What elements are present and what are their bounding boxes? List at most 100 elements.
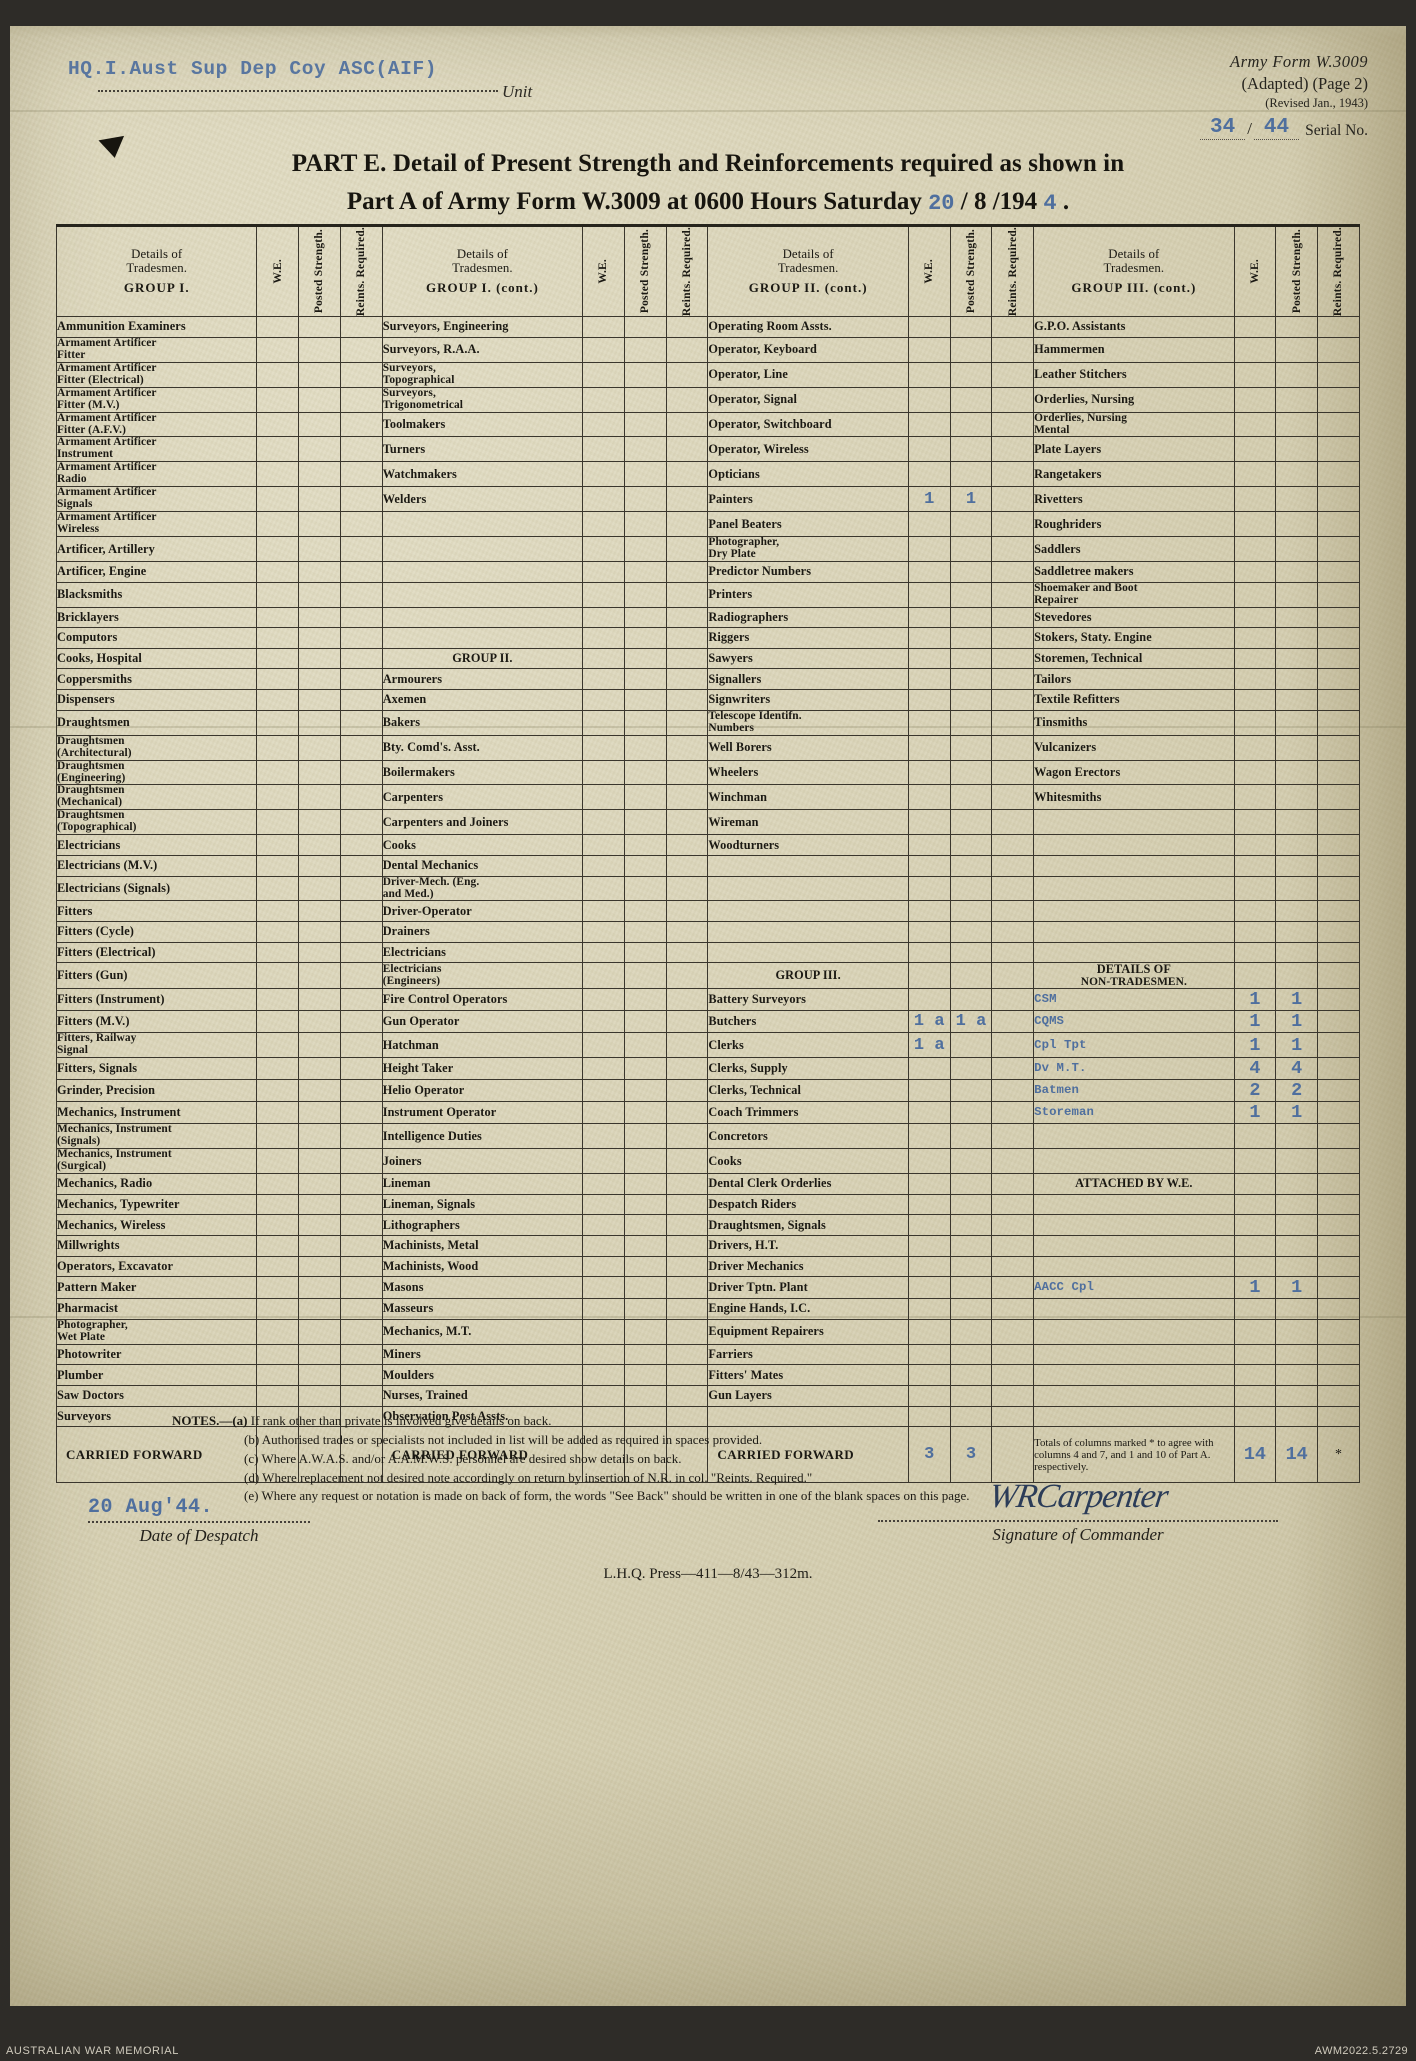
cell-we[interactable] bbox=[1233, 809, 1277, 836]
cell-reints[interactable] bbox=[991, 759, 1035, 786]
cell-we[interactable] bbox=[582, 1364, 625, 1386]
cell-reints[interactable] bbox=[991, 627, 1035, 649]
cell-posted[interactable] bbox=[949, 668, 993, 691]
cell-posted[interactable] bbox=[623, 1079, 667, 1103]
cf-reints-1[interactable] bbox=[339, 1426, 383, 1484]
cell-reints[interactable] bbox=[665, 1032, 709, 1059]
cell-reints[interactable] bbox=[1317, 361, 1360, 388]
cell-we[interactable] bbox=[1233, 1173, 1277, 1195]
cell-posted[interactable] bbox=[298, 1255, 341, 1278]
cell-we[interactable] bbox=[582, 759, 625, 786]
cell-reints[interactable] bbox=[991, 988, 1035, 1012]
cell-posted[interactable] bbox=[298, 1298, 341, 1320]
cell-posted[interactable] bbox=[1275, 536, 1319, 563]
cell-posted[interactable] bbox=[298, 361, 341, 388]
cell-reints[interactable] bbox=[1317, 1214, 1360, 1237]
cell-posted[interactable]: 1 bbox=[1275, 1032, 1319, 1059]
cell-posted[interactable] bbox=[1275, 647, 1319, 670]
cell-reints[interactable] bbox=[339, 581, 383, 608]
cell-posted[interactable] bbox=[1275, 1193, 1319, 1216]
cell-reints[interactable] bbox=[339, 1010, 383, 1034]
cell-posted[interactable] bbox=[623, 486, 667, 513]
cell-we[interactable] bbox=[1233, 606, 1277, 629]
cell-posted[interactable] bbox=[298, 834, 341, 856]
cell-reints[interactable] bbox=[1317, 709, 1360, 736]
cell-reints[interactable] bbox=[991, 1255, 1035, 1278]
cell-posted[interactable] bbox=[298, 411, 341, 438]
cell-reints[interactable] bbox=[1317, 1010, 1360, 1034]
cell-posted[interactable] bbox=[623, 1255, 667, 1278]
cell-posted[interactable] bbox=[623, 581, 667, 608]
cell-reints[interactable] bbox=[339, 1384, 383, 1407]
cell-posted[interactable] bbox=[623, 361, 667, 388]
cell-posted[interactable] bbox=[949, 1193, 993, 1216]
cell-posted[interactable] bbox=[298, 1010, 341, 1034]
cell-posted[interactable] bbox=[1275, 875, 1319, 902]
cell-we[interactable] bbox=[1233, 689, 1277, 711]
cell-reints[interactable] bbox=[665, 511, 709, 538]
cell-reints[interactable] bbox=[339, 988, 383, 1012]
cell-posted[interactable] bbox=[1275, 1235, 1319, 1257]
cell-we[interactable] bbox=[907, 461, 951, 488]
cell-posted[interactable] bbox=[949, 900, 993, 923]
cell-posted[interactable] bbox=[1275, 461, 1319, 488]
cell-posted[interactable] bbox=[298, 875, 341, 902]
cell-reints[interactable] bbox=[339, 809, 383, 836]
cell-posted[interactable] bbox=[623, 1276, 667, 1300]
cell-posted[interactable] bbox=[949, 627, 993, 649]
cell-we[interactable] bbox=[1233, 486, 1277, 513]
cell-we[interactable] bbox=[907, 709, 951, 736]
cell-we[interactable] bbox=[582, 606, 625, 629]
cell-we[interactable] bbox=[907, 411, 951, 438]
cell-we[interactable] bbox=[907, 734, 951, 761]
cell-reints[interactable] bbox=[1317, 1405, 1360, 1428]
cell-reints[interactable] bbox=[991, 1173, 1035, 1195]
cell-posted[interactable] bbox=[298, 1343, 341, 1366]
cell-we[interactable] bbox=[1233, 962, 1277, 990]
cell-reints[interactable] bbox=[1317, 606, 1360, 629]
cell-posted[interactable] bbox=[623, 1235, 667, 1257]
cell-posted[interactable] bbox=[1275, 1343, 1319, 1366]
cell-posted[interactable] bbox=[1275, 1405, 1319, 1428]
cell-posted[interactable] bbox=[298, 734, 341, 761]
cell-we[interactable] bbox=[256, 1343, 300, 1366]
cell-reints[interactable] bbox=[991, 561, 1035, 583]
cell-reints[interactable] bbox=[339, 854, 383, 877]
cell-reints[interactable] bbox=[665, 561, 709, 583]
cell-we[interactable] bbox=[256, 1148, 300, 1175]
cell-we[interactable] bbox=[1233, 316, 1277, 338]
cell-reints[interactable] bbox=[665, 461, 709, 488]
cell-reints[interactable] bbox=[665, 941, 709, 964]
cell-we[interactable] bbox=[582, 581, 625, 608]
cell-reints[interactable] bbox=[1317, 1318, 1360, 1345]
cell-reints[interactable] bbox=[339, 1193, 383, 1216]
cell-we[interactable] bbox=[907, 1384, 951, 1407]
cell-reints[interactable] bbox=[665, 1255, 709, 1278]
cell-reints[interactable] bbox=[1317, 962, 1360, 990]
cell-reints[interactable] bbox=[339, 734, 383, 761]
cell-reints[interactable] bbox=[665, 536, 709, 563]
cell-posted[interactable] bbox=[623, 511, 667, 538]
cell-we[interactable] bbox=[256, 581, 300, 608]
cf-posted-3[interactable]: 3 bbox=[949, 1426, 993, 1484]
cell-reints[interactable] bbox=[1317, 1148, 1360, 1175]
cell-posted[interactable] bbox=[1275, 627, 1319, 649]
cell-posted[interactable] bbox=[949, 875, 993, 902]
cell-posted[interactable] bbox=[949, 1343, 993, 1366]
cell-we[interactable] bbox=[256, 1214, 300, 1237]
cell-we[interactable] bbox=[907, 1173, 951, 1195]
total-posted[interactable]: 14 bbox=[1275, 1426, 1319, 1484]
cell-posted[interactable] bbox=[298, 1235, 341, 1257]
cell-reints[interactable] bbox=[665, 1214, 709, 1237]
cell-reints[interactable] bbox=[991, 536, 1035, 563]
cell-posted[interactable] bbox=[623, 1364, 667, 1386]
cell-reints[interactable] bbox=[339, 1057, 383, 1081]
cell-reints[interactable] bbox=[1317, 941, 1360, 964]
cell-reints[interactable] bbox=[1317, 1298, 1360, 1320]
cell-posted[interactable] bbox=[1275, 809, 1319, 836]
cell-we[interactable] bbox=[907, 941, 951, 964]
cf-posted-2[interactable] bbox=[623, 1426, 667, 1484]
cell-posted[interactable] bbox=[623, 689, 667, 711]
cell-posted[interactable] bbox=[298, 461, 341, 488]
cell-posted[interactable] bbox=[949, 941, 993, 964]
